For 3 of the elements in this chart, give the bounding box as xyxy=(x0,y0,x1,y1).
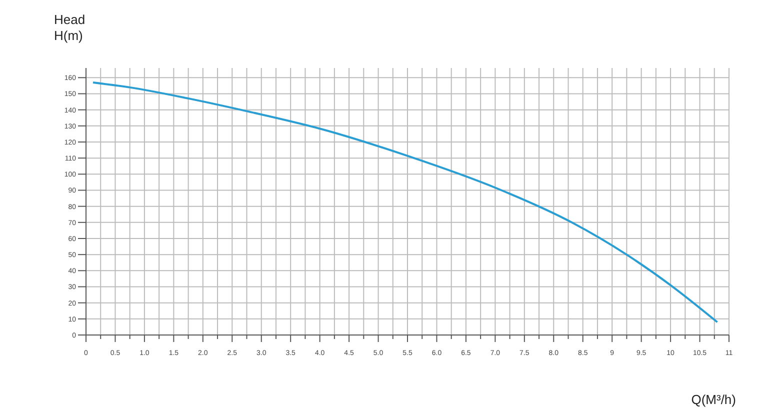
y-axis-title: Head H(m) xyxy=(54,12,86,44)
line-series xyxy=(92,81,718,324)
x-axis-title: Q(M³/h) xyxy=(691,392,736,407)
